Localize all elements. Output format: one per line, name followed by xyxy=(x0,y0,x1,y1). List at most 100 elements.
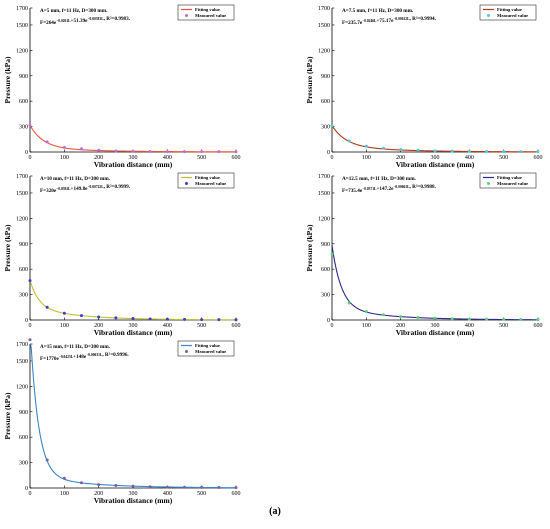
x-tick-label: 200 xyxy=(94,323,103,329)
measured-point xyxy=(330,252,334,256)
measured-point xyxy=(382,146,385,150)
y-tick-label: 900 xyxy=(19,74,28,80)
measured-point xyxy=(97,148,101,152)
x-tick-label: 400 xyxy=(465,155,474,161)
x-tick-label: 0 xyxy=(331,323,334,329)
y-tick-label: 0 xyxy=(25,486,28,492)
legend-box xyxy=(177,172,235,189)
y-axis-title: Pressure (kPa) xyxy=(305,56,314,104)
y-axis-title: Pressure (kPa) xyxy=(3,392,12,440)
annotation-params: A=12.5 mm, f=11 Hz, D=300 mm. xyxy=(342,176,417,182)
legend-fitted-label: Fitting value xyxy=(195,175,220,180)
measured-point xyxy=(131,149,135,153)
y-tick-label: 1200 xyxy=(16,216,28,222)
x-axis-title: Vibration distance (mm) xyxy=(94,328,173,337)
measured-point xyxy=(183,485,186,489)
measured-point xyxy=(62,476,66,480)
measured-point xyxy=(450,149,454,153)
legend-fitted-label: Fitting value xyxy=(497,175,522,180)
x-tick-label: 200 xyxy=(396,155,405,161)
x-tick-label: 100 xyxy=(60,491,69,497)
measured-point xyxy=(131,484,135,488)
measured-point xyxy=(536,318,540,322)
measured-point xyxy=(234,150,238,154)
measured-point xyxy=(97,315,101,319)
x-tick-label: 300 xyxy=(129,155,138,161)
y-tick-label: 1700 xyxy=(318,6,330,12)
legend-measured-label: Measured value xyxy=(195,181,226,186)
measured-point xyxy=(200,150,204,154)
legend-marker-swatch xyxy=(487,14,490,17)
fitting-curve xyxy=(331,245,538,321)
y-tick-label: 1200 xyxy=(318,216,330,222)
legend-measured-label: Measured value xyxy=(497,181,528,186)
x-tick-label: 0 xyxy=(29,491,32,497)
measured-point xyxy=(28,338,32,342)
measured-point xyxy=(200,485,204,489)
y-tick-label: 600 xyxy=(321,267,330,273)
y-tick-label: 1500 xyxy=(16,23,28,29)
y-tick-label: 900 xyxy=(321,74,330,80)
chart-panel-5: 0 300 600 900 1200 1500 1700 0 100 200 300 400 500 60… xyxy=(3,338,241,505)
measured-point xyxy=(165,150,169,154)
measured-point xyxy=(183,150,186,154)
measured-point xyxy=(80,147,83,151)
legend-marker-swatch xyxy=(185,14,188,17)
legend-box xyxy=(177,4,235,21)
measured-point xyxy=(347,301,351,305)
y-tick-label: 300 xyxy=(321,293,330,299)
x-tick-label: 0 xyxy=(331,155,334,161)
x-tick-label: 300 xyxy=(129,491,138,497)
annotation-formula: F=320e−0.0392L+149.8e−0.00722L, R²=0.999… xyxy=(40,184,131,194)
y-tick-label: 600 xyxy=(19,99,28,105)
measured-point xyxy=(183,317,186,321)
x-tick-label: 600 xyxy=(534,155,543,161)
y-tick-label: 900 xyxy=(19,242,28,248)
x-tick-label: 400 xyxy=(163,491,172,497)
measured-point xyxy=(148,149,152,153)
fitting-curve xyxy=(30,343,237,489)
x-tick-label: 400 xyxy=(465,323,474,329)
legend-fitted-label: Fitting value xyxy=(497,7,522,12)
chart-panel-4: 0 300 600 900 1200 1500 1700 0 100 200 300 400 500 60… xyxy=(305,172,543,337)
measured-point xyxy=(485,317,488,321)
measured-point xyxy=(45,305,49,309)
legend-fitted-label: Fitting value xyxy=(195,7,220,12)
x-tick-label: 300 xyxy=(431,323,440,329)
measured-point xyxy=(364,310,368,314)
measured-point xyxy=(467,317,471,321)
y-tick-label: 600 xyxy=(19,435,28,441)
x-tick-label: 500 xyxy=(197,491,206,497)
measured-point xyxy=(382,313,385,317)
x-axis-title: Vibration distance (mm) xyxy=(94,160,173,169)
x-tick-label: 100 xyxy=(362,323,371,329)
annotation-formula: F=235.7e−0.0246L+75.17e−0.00612L, R²=0.9… xyxy=(342,16,437,26)
measured-point xyxy=(28,279,32,283)
y-tick-label: 1700 xyxy=(318,174,330,180)
annotation-params: A=7.5 mm, f=11 Hz, D=300 mm. xyxy=(342,8,414,14)
measured-point xyxy=(114,316,118,320)
measured-point xyxy=(519,317,523,321)
measured-point xyxy=(45,458,49,462)
measured-point xyxy=(467,149,471,153)
x-tick-label: 100 xyxy=(60,155,69,161)
y-tick-label: 300 xyxy=(321,125,330,131)
measured-point xyxy=(519,150,523,154)
x-tick-label: 200 xyxy=(396,323,405,329)
x-tick-label: 500 xyxy=(499,323,508,329)
annotation-params: A=15 mm, f=11 Hz, D=300 mm. xyxy=(40,344,111,350)
measured-point xyxy=(165,485,169,489)
x-axis-title: Vibration distance (mm) xyxy=(396,328,475,337)
measured-point xyxy=(200,318,204,322)
y-tick-label: 600 xyxy=(19,267,28,273)
y-tick-label: 0 xyxy=(327,318,330,324)
measured-point xyxy=(114,483,118,487)
x-tick-label: 300 xyxy=(129,323,138,329)
y-tick-label: 1500 xyxy=(16,359,28,365)
x-axis-title: Vibration distance (mm) xyxy=(94,496,173,505)
chart-panel-3: 0 300 600 900 1200 1500 1700 0 100 200 300 400 500 60… xyxy=(3,172,241,337)
measured-point xyxy=(217,485,221,489)
measured-point xyxy=(330,124,334,128)
measured-point xyxy=(433,316,437,320)
